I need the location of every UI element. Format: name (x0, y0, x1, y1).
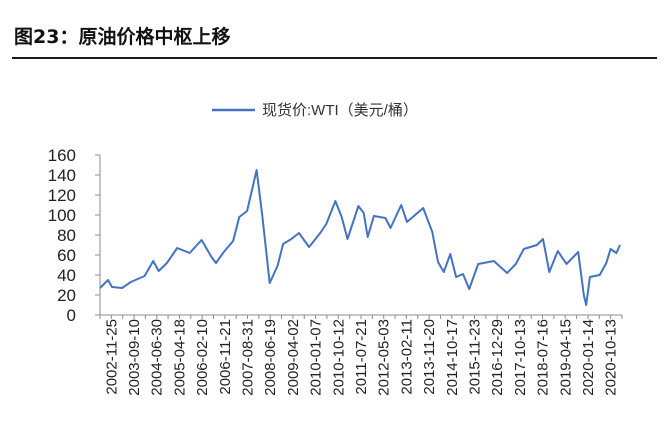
y-tick-label: 80 (57, 226, 76, 245)
chart-legend: 现货价:WTI（美元/桶） (212, 102, 418, 119)
x-tick-label: 2016-12-29 (489, 319, 506, 396)
x-tick-label: 2010-10-12 (330, 319, 347, 396)
x-tick-label: 2006-11-21 (217, 319, 234, 395)
x-tick-label: 2011-07-21 (353, 319, 370, 395)
x-tick-label: 2005-04-18 (171, 319, 188, 396)
x-tick-label: 2020-01-14 (580, 319, 597, 396)
x-tick-label: 2010-01-07 (308, 319, 325, 396)
x-tick-label: 2012-05-03 (376, 319, 393, 396)
x-tick-label: 2018-07-16 (535, 319, 552, 396)
y-tick-label: 100 (48, 206, 76, 225)
title-divider (12, 57, 657, 59)
x-tick-label: 2020-10-13 (603, 319, 620, 396)
y-tick-label: 0 (67, 306, 76, 325)
x-tick-label: 2017-10-13 (512, 319, 529, 396)
y-tick-label: 40 (57, 266, 76, 285)
y-tick-label: 160 (48, 146, 76, 165)
y-tick-label: 120 (48, 186, 76, 205)
x-tick-label: 2019-04-15 (557, 319, 574, 396)
x-tick-label: 2003-09-10 (126, 319, 143, 396)
y-tick-label: 140 (48, 166, 76, 185)
series-line-wti (99, 169, 621, 306)
x-tick-label: 2004-06-30 (149, 319, 166, 396)
x-tick-label: 2015-11-23 (466, 319, 483, 395)
figure-title: 图23：原油价格中枢上移 (14, 26, 231, 48)
x-tick-label: 2006-02-10 (194, 319, 211, 396)
x-tick-label: 2014-10-17 (444, 319, 461, 396)
y-tick-label: 20 (57, 286, 76, 305)
x-tick-label: 2002-11-25 (103, 319, 120, 395)
x-tick-label: 2009-04-02 (285, 319, 302, 396)
x-tick-label: 2013-11-20 (421, 319, 438, 395)
y-tick-label: 60 (57, 246, 76, 265)
x-tick-label: 2007-08-31 (240, 319, 257, 396)
x-tick-label: 2008-06-19 (262, 319, 279, 396)
series-layer (99, 169, 621, 306)
x-axis: 2002-11-25 2003-09-10 2004-06-30 2005-04-18… (99, 314, 623, 396)
x-tick-label: 2013-02-11 (398, 319, 415, 395)
legend-label: 现货价:WTI（美元/桶） (262, 102, 418, 119)
